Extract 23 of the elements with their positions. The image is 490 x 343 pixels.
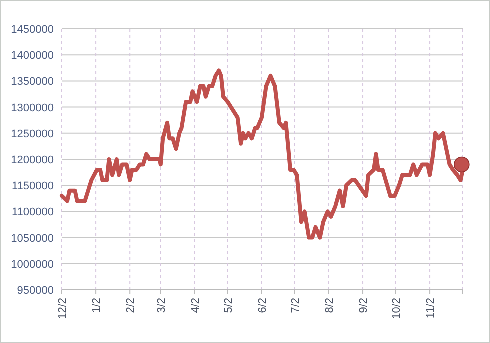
y-tick-label: 1200000: [11, 154, 54, 166]
x-tick-label: 1/2: [91, 298, 104, 314]
x-tick-label: 9/2: [358, 298, 370, 314]
x-tick-label: 8/2: [324, 298, 336, 314]
y-tick-label: 1000000: [11, 258, 54, 271]
x-tick-label: 3/2: [156, 298, 168, 314]
y-tick-label: 1300000: [11, 102, 54, 114]
y-tick-label: 950000: [17, 285, 54, 297]
x-tick-label: 6/2: [256, 298, 269, 314]
y-tick-label: 1100000: [12, 206, 54, 219]
y-tick-label: 1400000: [11, 50, 54, 62]
x-tick-label: 12/2: [57, 298, 69, 320]
y-tick-label: 1150000: [12, 180, 54, 193]
x-tick-label: 11/2: [425, 298, 438, 319]
y-tick-label: 1450000: [11, 24, 54, 36]
x-tick-label: 4/2: [190, 298, 202, 314]
x-tick-label: 5/2: [222, 298, 235, 314]
x-tick-label: 10/2: [390, 298, 403, 320]
y-tick-label: 1250000: [11, 128, 54, 140]
y-tick-label: 1350000: [11, 76, 54, 88]
x-tick-label: 7/2: [290, 298, 302, 314]
x-tick-label: 2/2: [125, 298, 138, 314]
y-tick-label: 1050000: [11, 232, 54, 245]
